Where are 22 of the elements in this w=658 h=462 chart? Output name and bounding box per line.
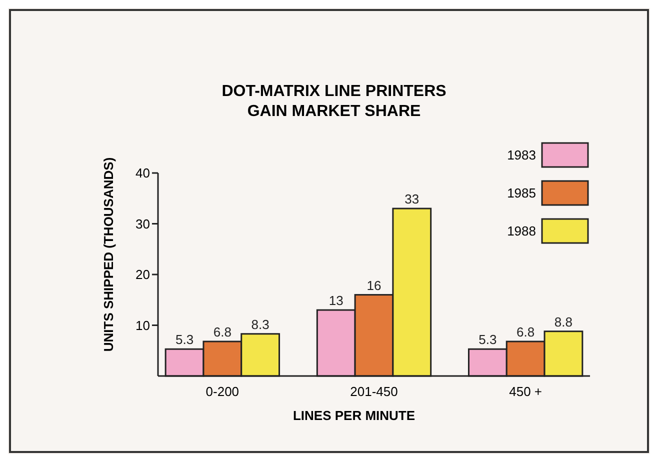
- data-label: 8.3: [251, 316, 270, 332]
- y-tick-label: 30: [136, 216, 150, 232]
- x-tick-label: 450 +: [509, 384, 542, 399]
- y-tick-label: 20: [136, 267, 150, 282]
- data-label: 16: [366, 278, 382, 293]
- data-label: 6.8: [213, 324, 232, 340]
- data-label: 5.3: [175, 332, 194, 348]
- x-axis-title: LINES PER MINUTE: [292, 408, 416, 423]
- y-tick-label: 10: [136, 318, 150, 333]
- chart-title: DOT-MATRIX LINE PRINTERS GAIN MARKET SHARE: [222, 83, 447, 120]
- legend-label: 1983: [507, 148, 536, 163]
- x-tick-label: 201-450: [350, 384, 398, 399]
- data-label: 6.8: [516, 324, 535, 340]
- y-axis-title: UNITS SHIPPED (THOUSANDS): [101, 157, 116, 352]
- y-tick-label: 40: [136, 166, 150, 181]
- data-label: 13: [328, 293, 344, 308]
- data-label: 33: [404, 192, 420, 207]
- data-label: 8.8: [554, 314, 573, 330]
- data-label: 5.3: [478, 332, 497, 348]
- legend-label: 1985: [507, 186, 536, 201]
- x-tick-label: 0-200: [206, 384, 240, 399]
- legend-label: 1988: [507, 224, 536, 239]
